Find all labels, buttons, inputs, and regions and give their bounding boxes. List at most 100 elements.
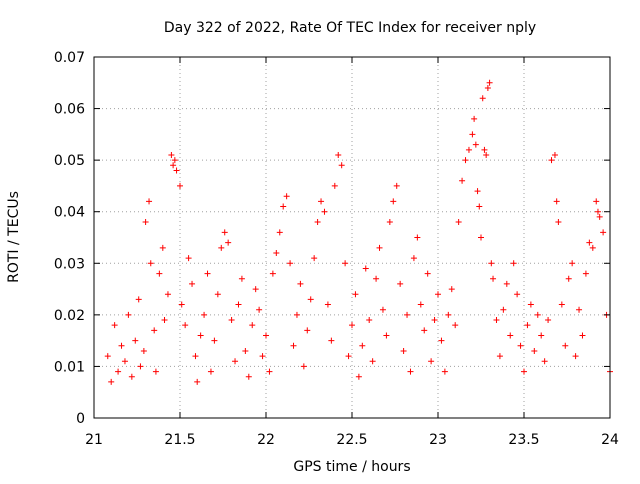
roti-point (121, 358, 128, 365)
roti-point (283, 193, 290, 200)
y-tick-label: 0.03 (54, 256, 85, 272)
roti-point (259, 353, 266, 360)
roti-point (565, 275, 572, 282)
x-tick-label: 22.5 (336, 432, 367, 448)
roti-point (541, 358, 548, 365)
data-points (104, 79, 613, 385)
roti-point (194, 378, 201, 385)
roti-point (462, 157, 469, 164)
roti-point (579, 332, 586, 339)
roti-point (273, 249, 280, 256)
roti-point (507, 332, 514, 339)
roti-point (125, 311, 132, 318)
roti-point (178, 301, 185, 308)
roti-point (135, 296, 142, 303)
roti-point (293, 311, 300, 318)
roti-point (252, 286, 259, 293)
roti-point (400, 347, 407, 354)
roti-point (328, 337, 335, 344)
roti-point (390, 198, 397, 205)
roti-point (108, 378, 115, 385)
roti-point (214, 291, 221, 298)
roti-point (397, 280, 404, 287)
roti-point (421, 327, 428, 334)
y-tick-label: 0.01 (54, 359, 85, 375)
roti-point (500, 306, 507, 313)
roti-point (232, 358, 239, 365)
roti-point (132, 337, 139, 344)
roti-point (562, 342, 569, 349)
roti-point (488, 260, 495, 267)
roti-point (448, 286, 455, 293)
roti-point (572, 353, 579, 360)
roti-point (185, 255, 192, 262)
roti-point (297, 280, 304, 287)
roti-point (201, 311, 208, 318)
roti-point (428, 358, 435, 365)
roti-point (245, 373, 252, 380)
roti-point (182, 322, 189, 329)
roti-point (538, 332, 545, 339)
roti-point (490, 275, 497, 282)
x-tick-label: 23 (429, 432, 447, 448)
roti-point (204, 270, 211, 277)
roti-point (534, 311, 541, 318)
roti-point (551, 151, 558, 158)
roti-point (517, 342, 524, 349)
roti-point (304, 327, 311, 334)
x-tick-label: 22 (257, 432, 275, 448)
roti-point (531, 347, 538, 354)
roti-point (417, 301, 424, 308)
roti-point (263, 332, 269, 339)
roti-point (159, 244, 166, 251)
roti-point (225, 239, 232, 246)
roti-point (266, 368, 273, 375)
roti-point (569, 260, 576, 267)
roti-point (524, 322, 531, 329)
roti-point (128, 373, 135, 380)
roti-point (164, 291, 171, 298)
roti-point (335, 151, 342, 158)
roti-point (104, 353, 111, 360)
roti-point (152, 368, 159, 375)
roti-point (503, 280, 510, 287)
roti-point (593, 198, 600, 205)
roti-point (484, 84, 491, 91)
y-tick-label: 0.07 (54, 50, 85, 66)
roti-point (493, 317, 500, 324)
roti-point (383, 332, 390, 339)
roti-point (300, 363, 307, 370)
roti-point (414, 234, 421, 241)
roti-point (146, 198, 153, 205)
roti-point (452, 322, 459, 329)
roti-point (582, 270, 589, 277)
roti-point (410, 255, 417, 262)
roti-point (345, 353, 352, 360)
y-tick-label: 0.06 (54, 102, 85, 118)
roti-point (118, 342, 125, 349)
roti-point (318, 198, 325, 205)
roti-point (238, 275, 245, 282)
roti-point (596, 213, 603, 220)
x-tick-label: 23.5 (508, 432, 539, 448)
roti-point (256, 306, 263, 313)
roti-point (137, 363, 144, 370)
roti-point (555, 219, 562, 226)
roti-point (478, 234, 484, 241)
roti-point (249, 322, 256, 329)
roti-point (431, 317, 438, 324)
roti-point (147, 260, 154, 267)
roti-point (496, 353, 503, 360)
roti-point (594, 208, 601, 215)
roti-point (483, 151, 490, 158)
roti-point (115, 368, 122, 375)
roti-point (404, 311, 411, 318)
roti-point (287, 260, 294, 267)
roti-point (189, 280, 196, 287)
roti-point (576, 306, 583, 313)
roti-point (355, 373, 362, 380)
roti-point (479, 95, 486, 102)
roti-point (459, 177, 466, 184)
